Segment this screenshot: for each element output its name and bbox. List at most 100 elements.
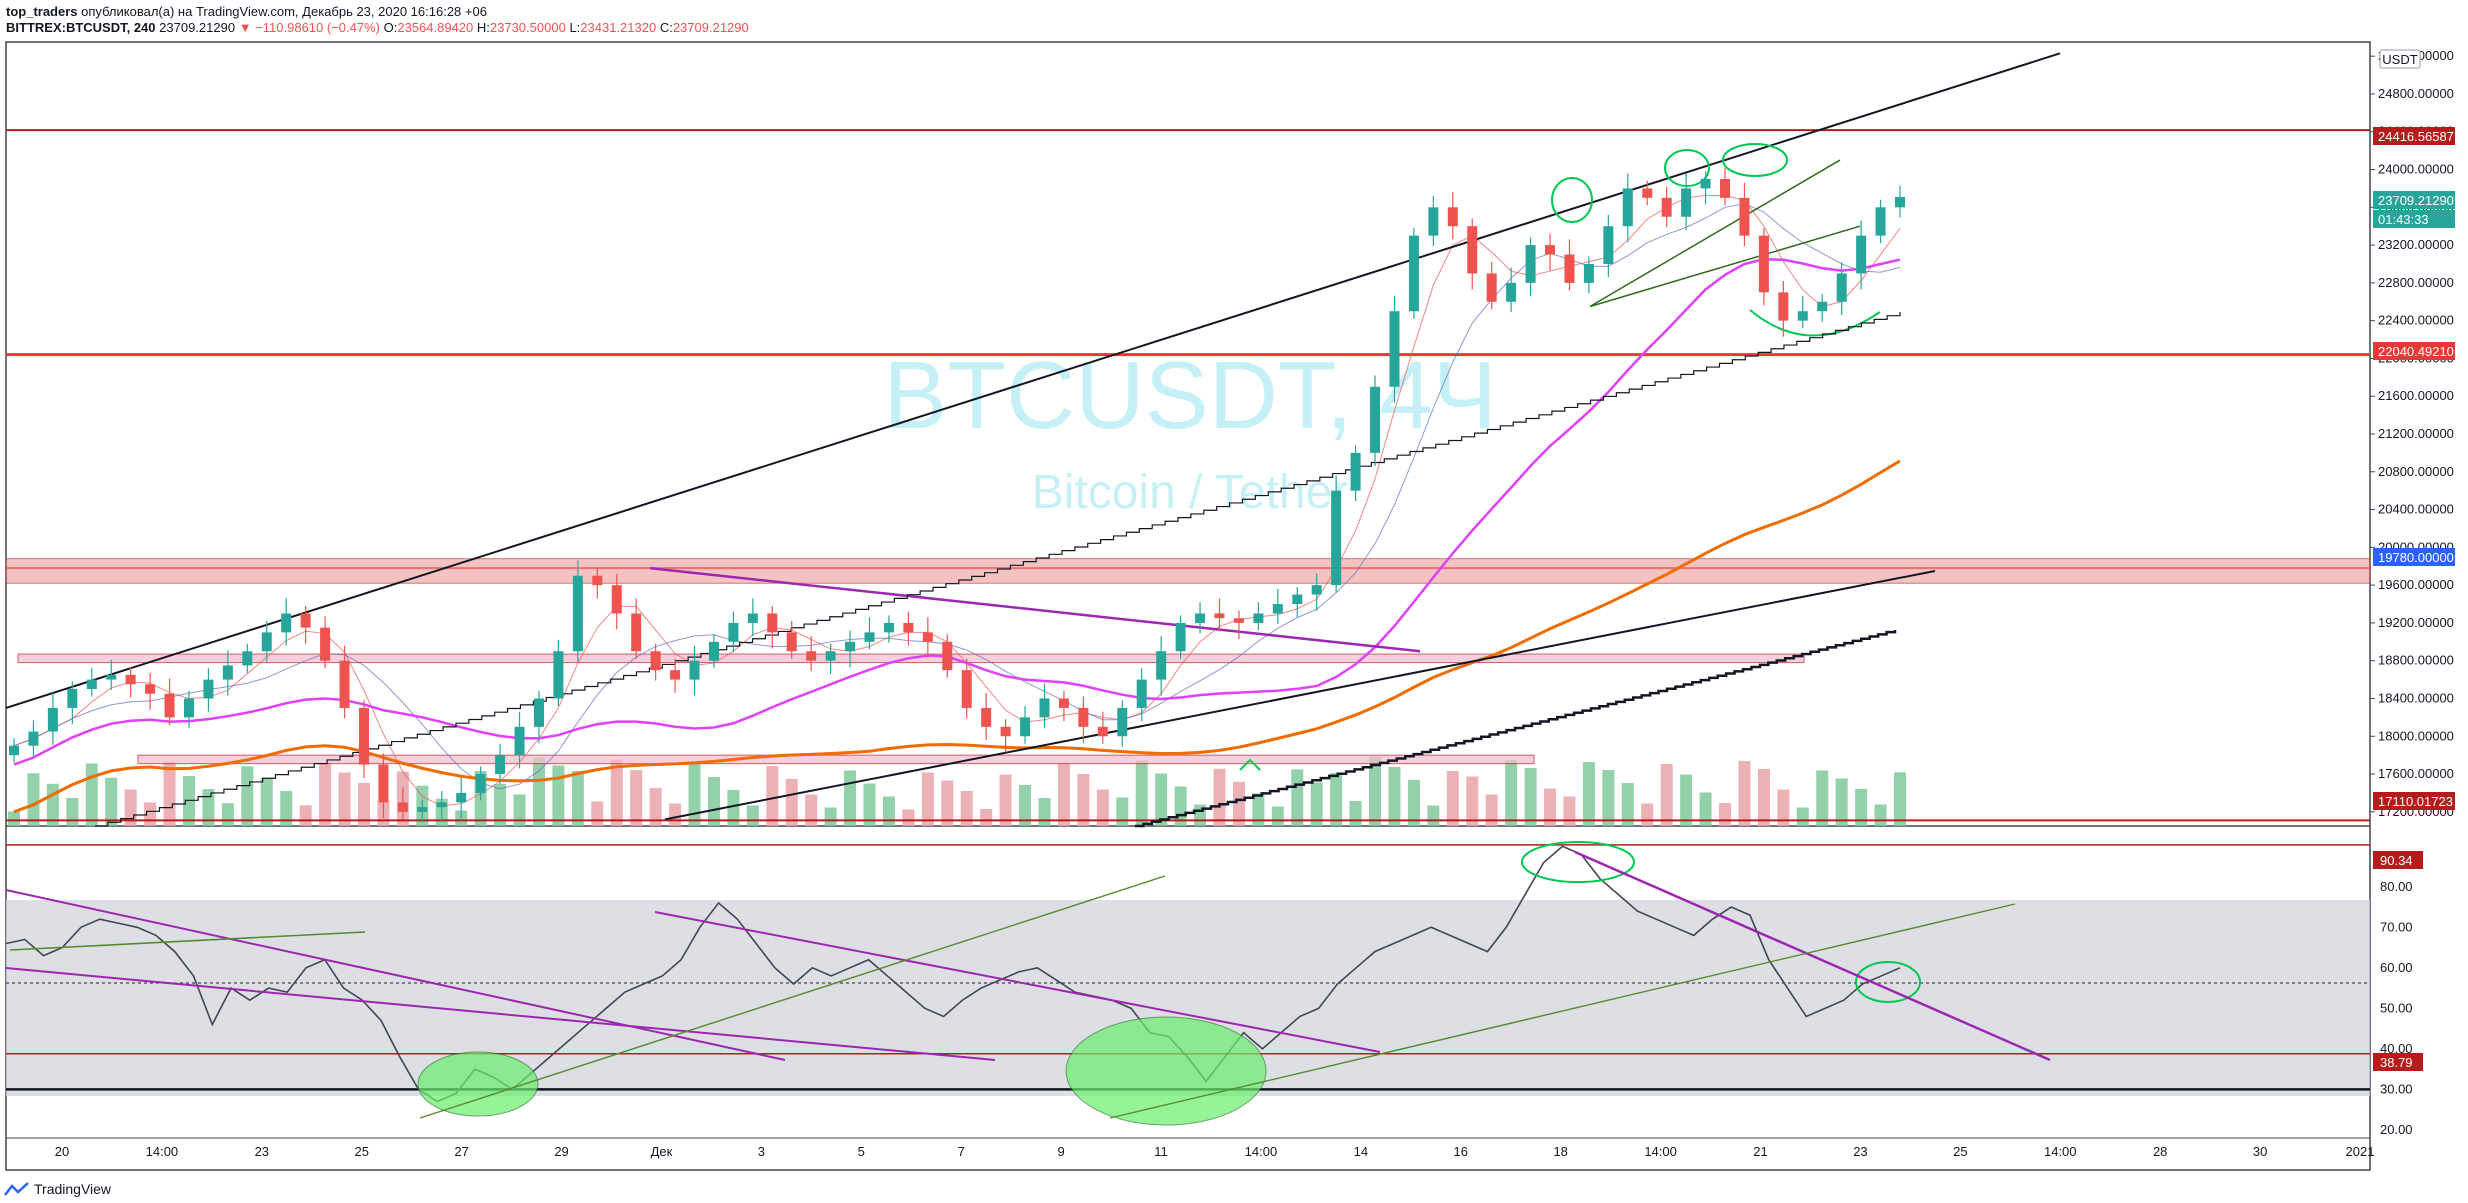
- volume-bar: [591, 801, 604, 826]
- rsi-trend-line: [654, 911, 1381, 1053]
- price-tick-label: 22800.00000: [2378, 275, 2454, 290]
- annotation-caret: [1239, 758, 1261, 771]
- volume-bar: [707, 777, 720, 826]
- candle-body: [203, 679, 214, 699]
- volume-bar: [1796, 807, 1809, 826]
- volume-bar: [960, 791, 973, 826]
- price-label-value: 22040.49210: [2378, 344, 2454, 359]
- candle-body: [261, 632, 272, 652]
- candle-body: [67, 689, 78, 708]
- candle-body: [1000, 726, 1011, 737]
- volume-bar: [1077, 774, 1090, 826]
- candle-body: [1681, 188, 1692, 217]
- volume-bar: [1485, 794, 1498, 826]
- price-label-value: 17110.01723: [2378, 794, 2453, 809]
- candle-body: [1039, 698, 1050, 718]
- candle-body: [1486, 273, 1497, 302]
- volume-bar: [863, 783, 876, 826]
- volume-bar: [27, 773, 40, 826]
- candle-body: [475, 774, 486, 793]
- price-tick-label: 17600.00000: [2378, 766, 2454, 781]
- publish-info: top_traders опубликовал(а) на TradingVie…: [6, 4, 487, 19]
- volume-bar: [882, 796, 895, 826]
- time-tick-label: 27: [454, 1144, 468, 1159]
- rsi-tick-label: 30.00: [2380, 1081, 2413, 1096]
- currency-tag[interactable]: [2379, 49, 2421, 69]
- candle-body: [1603, 226, 1614, 264]
- candle-body: [125, 674, 136, 685]
- time-tick-label: 14:00: [1644, 1144, 1677, 1159]
- volume-bar: [1757, 769, 1770, 826]
- channel-lower-line: [664, 569, 1936, 821]
- tradingview-logo[interactable]: TradingView: [4, 1181, 111, 1197]
- wedge-upper-line: [1589, 159, 1841, 308]
- rsi-line: [5, 845, 1901, 1103]
- volume-bar: [494, 784, 507, 826]
- candle-body: [145, 684, 156, 694]
- rsi-tick-label: 80.00: [2380, 879, 2413, 894]
- candle-body: [417, 807, 428, 812]
- volume-bar: [1816, 770, 1829, 826]
- candle-body: [1817, 301, 1828, 312]
- rsi-break-circle: [1855, 961, 1921, 1003]
- rsi-support-line: [419, 875, 1166, 1119]
- volume-bar: [260, 778, 273, 826]
- candle-body: [397, 802, 408, 812]
- price-tick-label: 18800.00000: [2378, 653, 2454, 668]
- time-tick-label: 21: [1753, 1144, 1767, 1159]
- volume-bar: [1388, 767, 1401, 826]
- candle-body: [1525, 245, 1536, 283]
- volume-bars: [8, 756, 1906, 826]
- volume-bar: [1213, 768, 1226, 826]
- time-tick-label: 14: [1354, 1144, 1368, 1159]
- brand-text: TradingView: [34, 1181, 112, 1197]
- open-value: 23564.89420: [397, 20, 474, 35]
- candle-body: [1545, 245, 1556, 255]
- volume-bar: [1330, 773, 1343, 826]
- rsi-axis-ticks: 80.00 70.00 60.00 50.00 40.00 30.00 20.00: [2380, 879, 2413, 1137]
- rsi-label-value: 90.34: [2380, 853, 2413, 868]
- candle-body: [1389, 311, 1400, 387]
- ma-orange-line: [13, 459, 1901, 814]
- rsi-tick-label: 70.00: [2380, 919, 2413, 934]
- volume-bar: [941, 780, 954, 826]
- volume-bar: [805, 794, 818, 826]
- low-value: 23431.21320: [580, 20, 657, 35]
- volume-bar: [182, 776, 195, 826]
- volume-bar: [785, 779, 798, 826]
- candle-body: [456, 792, 467, 803]
- volume-bar: [1155, 773, 1168, 826]
- price-label-box: [2373, 191, 2455, 209]
- price-label-value: 19780.00000: [2378, 550, 2454, 565]
- volume-bar: [532, 757, 545, 826]
- volume-bar: [1096, 789, 1109, 826]
- volume-bar: [144, 802, 157, 826]
- price-tick-label: 18000.00000: [2378, 728, 2454, 743]
- candle-body: [106, 674, 117, 680]
- candle-body: [747, 613, 758, 623]
- candle-body: [981, 707, 992, 727]
- candle-body: [339, 660, 350, 708]
- rsi-support-line: [1109, 903, 2016, 1119]
- rsi-trend-line: [5, 889, 786, 1061]
- volume-bar: [513, 794, 526, 826]
- candle-body: [864, 632, 875, 642]
- candle-body: [1797, 311, 1808, 321]
- publisher-username[interactable]: top_traders: [6, 4, 78, 19]
- last-price: 23709.21290: [159, 20, 236, 35]
- candle-body: [1331, 490, 1342, 586]
- candle-body: [1661, 197, 1672, 217]
- volume-bar: [299, 805, 312, 826]
- volume-bar: [1680, 774, 1693, 826]
- volume-bar: [746, 805, 759, 826]
- volume-bar: [1582, 762, 1595, 826]
- time-tick-label: 5: [858, 1144, 865, 1159]
- candle-body: [786, 632, 797, 652]
- volume-bar: [649, 788, 662, 826]
- volume-bar: [571, 771, 584, 826]
- volume-bar: [1466, 776, 1479, 826]
- time-tick-label: 30: [2253, 1144, 2267, 1159]
- volume-bar: [105, 777, 118, 826]
- price-label-box: [2373, 792, 2455, 810]
